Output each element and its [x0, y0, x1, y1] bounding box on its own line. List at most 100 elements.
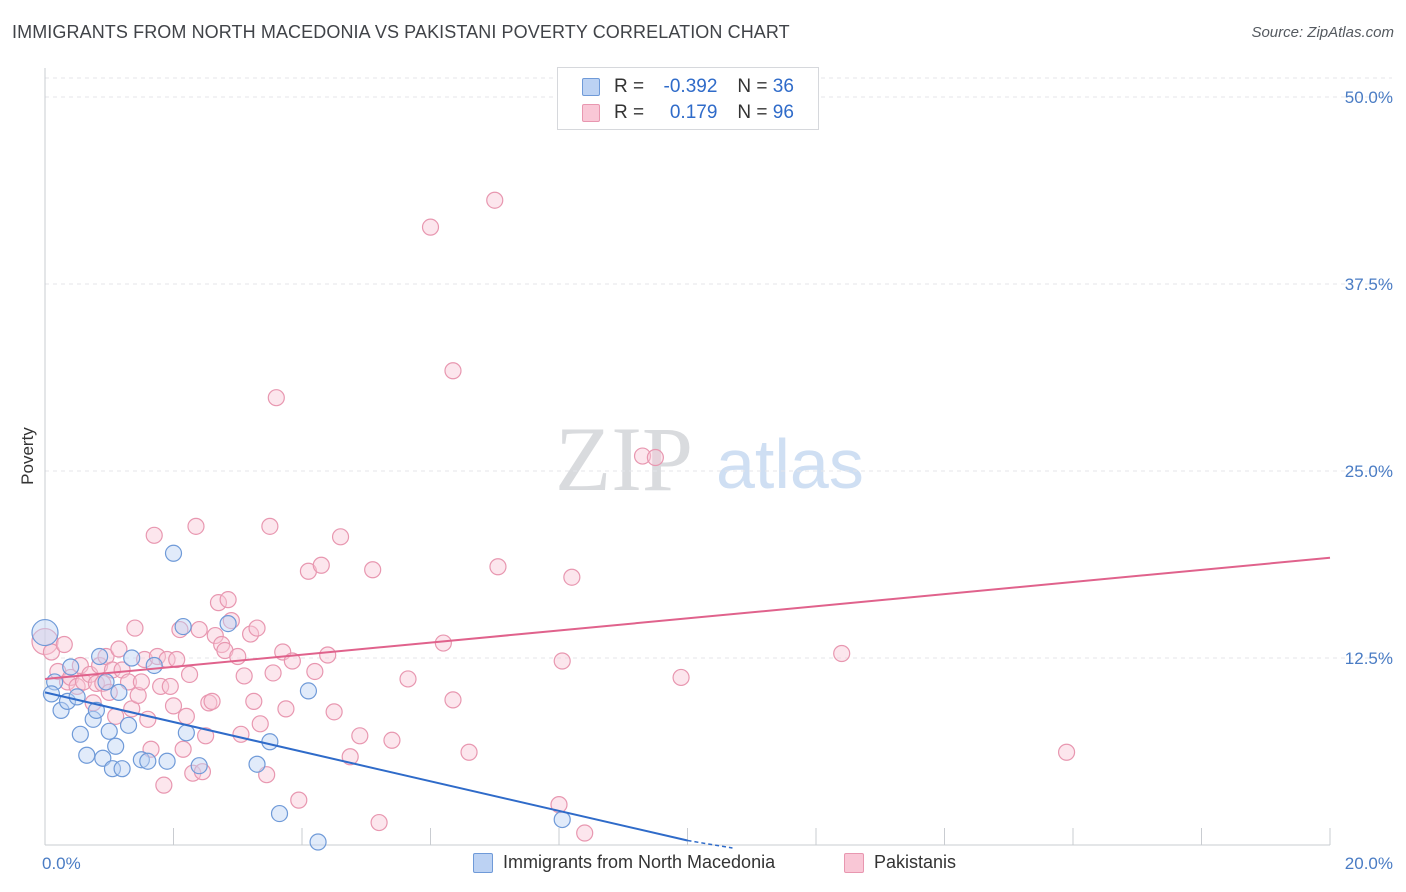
x-tick-labels: 0.0% 20.0% — [42, 854, 1393, 873]
pakistanis-trend-line — [44, 556, 1331, 680]
y-tick-labels: 12.5% 25.0% 37.5% 50.0% — [1345, 88, 1393, 668]
pakistanis-point — [206, 626, 224, 645]
north-macedonia-point — [158, 752, 176, 770]
legend-item-pakistanis: Pakistanis — [844, 852, 956, 873]
pakistanis-point — [277, 700, 295, 718]
pakistanis-point — [132, 673, 150, 691]
watermark-atlas: atlas — [716, 425, 864, 503]
pakistanis-point — [171, 620, 189, 639]
north-macedonia-point — [190, 757, 208, 775]
pakistanis-point — [235, 667, 253, 685]
north-macedonia-point — [87, 701, 106, 719]
pakistanis-point — [155, 776, 173, 794]
north-macedonia-point — [78, 746, 96, 764]
n-label: N = — [737, 102, 768, 123]
pakistanis-point — [341, 748, 359, 766]
y-tick-label: 25.0% — [1345, 462, 1393, 481]
pakistanis-point — [267, 389, 285, 407]
n-value: 36 — [772, 76, 794, 97]
pakistanis-point — [190, 620, 208, 639]
pakistanis-point — [187, 517, 205, 535]
n-value: 96 — [772, 102, 794, 123]
x-tick-label: 0.0% — [42, 854, 81, 873]
pakistanis-point — [553, 652, 571, 670]
pakistanis-point — [180, 665, 199, 684]
north-macedonia-trend-line — [44, 691, 688, 842]
pakistanis-point — [219, 591, 237, 609]
pakistanis-point — [646, 448, 664, 467]
r-value: -0.392 — [663, 76, 718, 97]
pink-swatch — [582, 104, 600, 122]
pakistanis-point — [312, 556, 330, 574]
pakistanis-point — [174, 740, 192, 758]
pakistanis-point — [100, 683, 118, 702]
north-macedonia-point — [84, 710, 102, 728]
pakistanis-point — [261, 517, 279, 535]
pakistanis-point — [319, 646, 337, 664]
pakistanis-point — [444, 362, 462, 380]
series-legend: Immigrants from North Macedonia Pakistan… — [0, 852, 1406, 876]
pakistanis-point — [135, 650, 154, 669]
pakistanis-point — [364, 561, 382, 579]
blue-swatch — [473, 852, 493, 873]
north-macedonia-point — [97, 673, 115, 691]
pakistanis-point — [434, 634, 452, 652]
trend-lines — [44, 556, 1331, 849]
legend-row-pakistanis: R = 0.179 N = 96 — [582, 101, 794, 125]
north-macedonia-point — [219, 614, 237, 633]
pakistanis-point — [1057, 743, 1076, 761]
pakistanis-point — [31, 627, 59, 656]
north-macedonia-point — [174, 617, 192, 636]
north-macedonia-point — [132, 751, 150, 769]
north-macedonia-point — [31, 618, 59, 647]
pakistanis-point — [110, 640, 128, 658]
north-macedonia-point — [553, 810, 571, 829]
pakistanis-point — [383, 731, 401, 749]
north-macedonia-point — [248, 755, 266, 773]
axes — [44, 68, 1331, 846]
pakistanis-point — [444, 691, 462, 709]
y-tick-label: 12.5% — [1345, 649, 1393, 668]
pakistanis-point — [264, 664, 282, 682]
north-macedonia-point — [309, 833, 327, 851]
correlation-legend: R = -0.392 N = 36 R = 0.179 N = 96 — [557, 67, 819, 130]
north-macedonia-point — [119, 716, 138, 734]
north-macedonia-point — [299, 682, 318, 700]
pakistanis-point — [633, 447, 652, 465]
pakistanis-point — [399, 670, 417, 688]
pakistanis-point — [203, 692, 221, 710]
north-macedonia-point — [139, 752, 157, 770]
pakistanis-point — [248, 619, 266, 637]
pink-swatch — [844, 852, 864, 873]
legend-item-north-macedonia: Immigrants from North Macedonia — [473, 852, 775, 873]
pakistanis-point — [290, 791, 308, 809]
pakistanis-point — [306, 662, 324, 681]
pakistanis-point — [245, 692, 263, 710]
pakistanis-point — [197, 727, 215, 745]
north-macedonia-point — [62, 658, 80, 676]
pakistanis-points — [31, 191, 1076, 842]
pakistanis-point — [145, 526, 163, 544]
pakistanis-point — [460, 743, 478, 761]
pakistanis-point — [242, 625, 260, 643]
n-label: N = — [737, 76, 768, 97]
x-tick-label: 20.0% — [1345, 854, 1393, 873]
north-macedonia-point — [110, 683, 128, 702]
pakistanis-point — [370, 813, 388, 832]
pakistanis-point — [177, 707, 195, 725]
y-tick-label: 50.0% — [1345, 88, 1393, 107]
north-macedonia-point — [107, 737, 125, 755]
north-macedonia-point — [145, 656, 163, 675]
north-macedonia-point — [103, 760, 122, 778]
pakistanis-point — [489, 558, 507, 576]
north-macedonia-point — [261, 733, 279, 751]
north-macedonia-point — [52, 701, 70, 719]
pakistanis-point — [148, 647, 167, 666]
pakistanis-point — [55, 635, 73, 654]
pakistanis-point — [331, 528, 350, 546]
pakistanis-point — [209, 594, 228, 612]
legend-row-north-macedonia: R = -0.392 N = 36 — [582, 75, 794, 99]
pakistanis-point — [152, 677, 170, 696]
north-macedonia-point — [123, 649, 141, 667]
